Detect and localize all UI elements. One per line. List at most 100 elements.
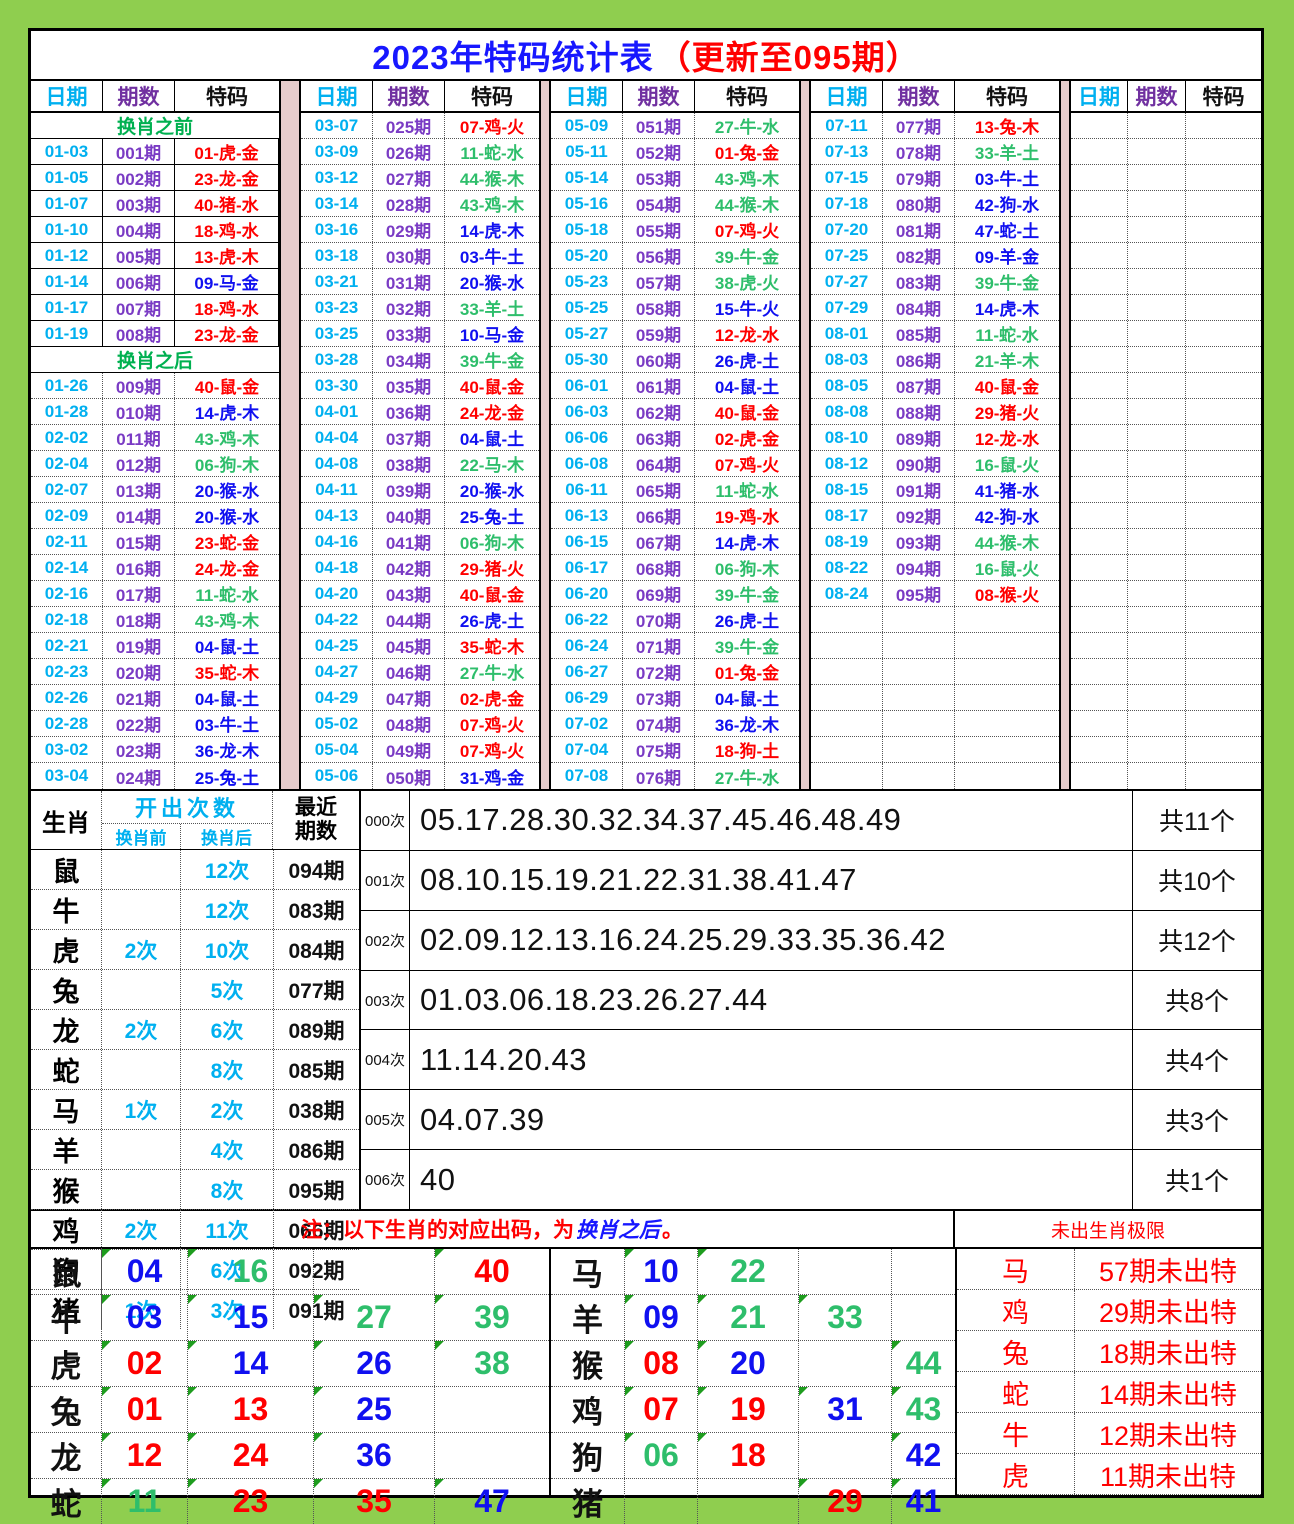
limits-zodiac: 鸡 <box>957 1290 1075 1330</box>
code-cell: 07-鸡-火 <box>459 118 525 137</box>
mapping-zodiac: 猴 <box>551 1341 625 1386</box>
date-cell: 03-23 <box>301 295 373 320</box>
stat-zodiac: 猴 <box>31 1170 102 1209</box>
period-cell <box>1128 399 1186 424</box>
frequency-count: 共4个 <box>1132 1030 1261 1090</box>
stat-count-after: 10次 <box>181 930 274 969</box>
date-cell: 02-11 <box>31 529 103 554</box>
code-cell: 23-龙-金 <box>175 321 279 346</box>
date-cell <box>1071 503 1128 528</box>
limits-zodiac: 兔 <box>957 1331 1075 1371</box>
frequency-row: 006次 40 共1个 <box>361 1150 1261 1210</box>
date-cell <box>1071 763 1128 789</box>
period-row: 02-09 014期 20-猴-水 <box>31 503 279 529</box>
period-row: 08-08 088期 29-猪-火 <box>811 399 1059 425</box>
period-row: 05-06 050期 31-鸡-金 <box>301 763 539 789</box>
code-cell: 12-龙-水 <box>974 430 1040 449</box>
date-cell: 07-20 <box>811 217 883 242</box>
period-cell: 059期 <box>623 321 695 346</box>
date-cell: 08-10 <box>811 425 883 450</box>
code-cell: 24-龙-金 <box>459 404 525 423</box>
code-cell <box>1186 165 1261 190</box>
code-cell <box>1186 217 1261 242</box>
mapping-number-cell: 21 <box>698 1295 799 1340</box>
period-cell: 015期 <box>103 529 175 554</box>
period-row: 02-18 018期 43-鸡-木 <box>31 607 279 633</box>
date-cell: 02-09 <box>31 503 103 528</box>
mapping-zodiac: 狗 <box>551 1433 625 1478</box>
stat-recent-period: 083期 <box>288 899 345 923</box>
period-row: 06-13 066期 19-鸡-水 <box>551 503 799 529</box>
date-cell <box>1071 425 1128 450</box>
column-header-period: 期数 <box>373 81 445 111</box>
period-cell: 032期 <box>373 295 445 320</box>
period-cell <box>1128 347 1186 372</box>
stat-count-after: 2次 <box>181 1090 274 1129</box>
date-cell: 05-06 <box>301 763 373 789</box>
period-row: 07-02 074期 36-龙-木 <box>551 711 799 737</box>
date-cell: 08-17 <box>811 503 883 528</box>
limits-zodiac: 虎 <box>957 1454 1075 1494</box>
date-cell <box>1071 373 1128 398</box>
period-cell: 074期 <box>623 711 695 736</box>
period-cell <box>1128 269 1186 294</box>
period-row: 04-04 037期 04-鼠-土 <box>301 425 539 451</box>
limits-text: 57期未出特 <box>1098 1256 1238 1287</box>
code-cell <box>1186 659 1261 684</box>
column-header-period: 期数 <box>883 81 955 111</box>
code-cell: 03-牛-土 <box>459 248 525 267</box>
period-cell: 079期 <box>883 165 955 190</box>
limits-zodiac: 蛇 <box>957 1372 1075 1412</box>
code-cell: 14-虎-木 <box>974 300 1040 319</box>
stat-recent-period: 066期 <box>288 1219 345 1243</box>
period-cell: 086期 <box>883 347 955 372</box>
column-header-date: 日期 <box>301 81 373 111</box>
code-cell: 16-鼠-火 <box>974 456 1040 475</box>
period-cell: 084期 <box>883 295 955 320</box>
period-cell <box>1128 607 1186 632</box>
period-cell: 092期 <box>883 503 955 528</box>
date-cell: 06-24 <box>551 633 623 658</box>
stat-count-before: 1次 <box>102 1290 181 1329</box>
period-cell: 009期 <box>103 373 175 398</box>
zodiac-stat-row: 龙 2次 6次 089期 <box>31 1010 359 1050</box>
column-header-code: 特码 <box>726 86 768 109</box>
period-row: 07-04 075期 18-狗-土 <box>551 737 799 763</box>
code-cell: 27-牛-水 <box>459 664 525 683</box>
stat-recent-period: 092期 <box>288 1259 345 1283</box>
date-cell: 05-14 <box>551 165 623 190</box>
date-cell <box>1071 243 1128 268</box>
date-cell <box>811 763 883 789</box>
period-row: 03-28 034期 39-牛-金 <box>301 347 539 373</box>
period-row: 05-23 057期 38-虎-火 <box>551 269 799 295</box>
period-cell <box>1128 425 1186 450</box>
period-row <box>1071 373 1261 399</box>
frequency-count: 共11个 <box>1132 791 1261 850</box>
frequency-numbers: 05.17.28.30.32.34.37.45.46.48.49 <box>420 802 902 838</box>
period-cell: 030期 <box>373 243 445 268</box>
date-cell: 07-04 <box>551 737 623 762</box>
period-cell: 027期 <box>373 165 445 190</box>
period-cell: 016期 <box>103 555 175 580</box>
period-cell: 067期 <box>623 529 695 554</box>
period-row: 03-09 026期 11-蛇-水 <box>301 139 539 165</box>
stat-recent-period: 086期 <box>288 1139 345 1163</box>
code-cell: 09-马-金 <box>175 269 279 294</box>
code-cell <box>1186 737 1261 762</box>
date-cell: 02-18 <box>31 607 103 632</box>
period-cell: 070期 <box>623 607 695 632</box>
mapping-number-cell: 25 <box>314 1387 435 1432</box>
period-row: 02-26 021期 04-鼠-土 <box>31 685 279 711</box>
code-cell <box>1186 295 1261 320</box>
period-row: 05-09 051期 27-牛-水 <box>551 113 799 139</box>
column-header-period: 期数 <box>103 81 175 111</box>
code-cell: 11-蛇-水 <box>195 586 259 605</box>
period-row: 01-19 008期 23-龙-金 <box>31 321 279 347</box>
date-cell: 01-19 <box>31 321 103 346</box>
period-row: 05-30 060期 26-虎-土 <box>551 347 799 373</box>
date-cell: 04-08 <box>301 451 373 476</box>
column-header-code: 特码 <box>206 86 248 109</box>
code-cell: 44-猴-木 <box>714 196 780 215</box>
period-cell: 081期 <box>883 217 955 242</box>
period-row <box>1071 165 1261 191</box>
